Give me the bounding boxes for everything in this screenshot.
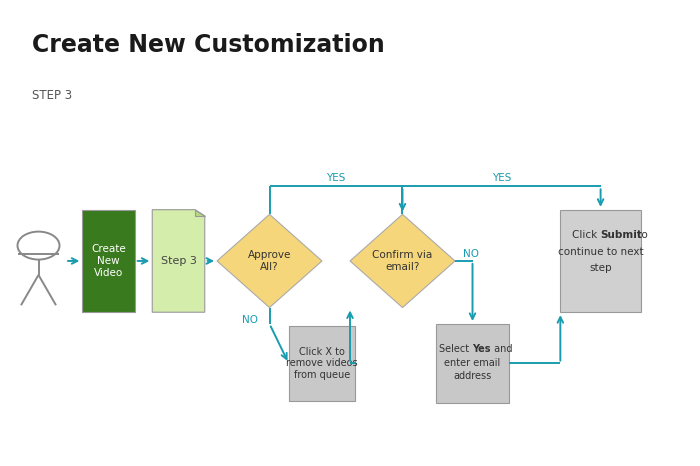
Text: Click X to
remove videos
from queue: Click X to remove videos from queue xyxy=(286,347,358,380)
Polygon shape xyxy=(153,210,204,312)
Text: Step 3: Step 3 xyxy=(160,256,197,266)
Text: Approve
All?: Approve All? xyxy=(248,250,291,272)
Polygon shape xyxy=(217,214,322,308)
Text: Confirm via
email?: Confirm via email? xyxy=(372,250,433,272)
FancyBboxPatch shape xyxy=(560,210,641,312)
Text: NO: NO xyxy=(242,315,258,324)
FancyBboxPatch shape xyxy=(288,326,356,401)
Text: YES: YES xyxy=(326,173,346,183)
Text: Create New Customization: Create New Customization xyxy=(32,33,384,57)
Polygon shape xyxy=(195,210,204,216)
Text: Select: Select xyxy=(440,344,473,355)
Text: step: step xyxy=(589,263,612,273)
Text: Submit: Submit xyxy=(601,230,643,240)
Text: continue to next: continue to next xyxy=(558,247,643,257)
Polygon shape xyxy=(350,214,455,308)
Text: enter email: enter email xyxy=(444,357,500,368)
FancyBboxPatch shape xyxy=(83,210,134,312)
Text: STEP 3: STEP 3 xyxy=(32,89,71,102)
Text: Yes: Yes xyxy=(473,344,491,355)
Text: Create
New
Video: Create New Video xyxy=(91,244,126,278)
Text: NO: NO xyxy=(463,249,480,259)
Text: Click: Click xyxy=(572,230,601,240)
Text: and: and xyxy=(491,344,512,355)
Text: address: address xyxy=(454,370,491,381)
FancyBboxPatch shape xyxy=(435,324,510,403)
Text: to: to xyxy=(634,230,648,240)
Text: YES: YES xyxy=(492,173,511,183)
